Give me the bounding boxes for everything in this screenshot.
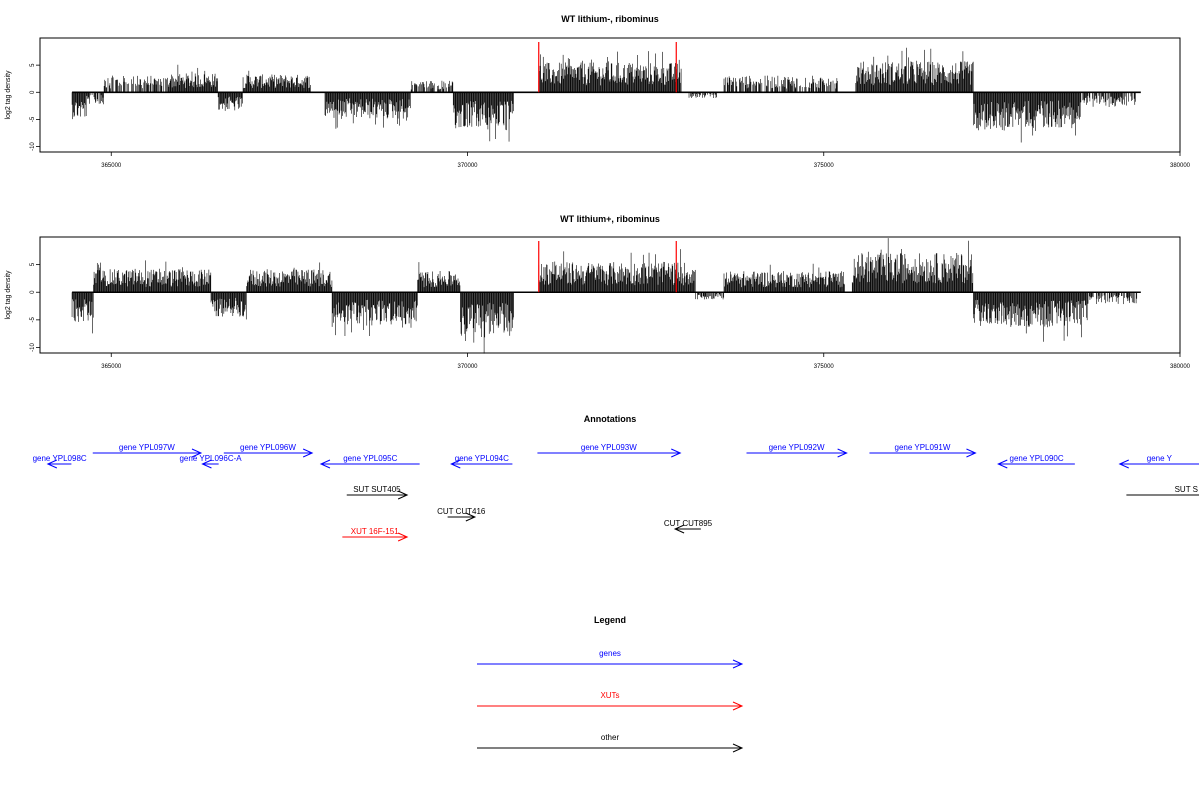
feature-label: gene YPL098C — [33, 454, 87, 463]
y-axis-label: log2 tag density — [5, 70, 12, 120]
feature-arrowhead — [1118, 459, 1129, 469]
feature-14: CUT CUT895 — [664, 519, 713, 534]
feature-arrowhead — [966, 448, 977, 458]
feature-13: CUT CUT416 — [437, 507, 486, 522]
feature-arrowhead — [837, 448, 848, 458]
feature-arrowhead — [450, 459, 461, 469]
feature-arrowhead — [465, 512, 477, 522]
plot-frame — [39, 236, 1181, 354]
feature-label: gene YPL094C — [455, 454, 509, 463]
feature-label: gene YPL096C-A — [179, 454, 242, 463]
feature-9: gene YPL090C — [997, 454, 1075, 469]
feature-arrowhead — [302, 448, 314, 458]
feature-label: gene YPL095C — [343, 454, 397, 463]
feature-label: gene YPL097W — [119, 443, 175, 452]
legend-title: Legend — [594, 615, 626, 625]
y-tick-label: -5 — [30, 116, 36, 122]
feature-arrowhead — [671, 448, 682, 458]
feature-label: XUT 16F-151 — [351, 527, 399, 536]
y-tick-label: -5 — [30, 317, 36, 323]
y-tick-label: 0 — [30, 90, 36, 94]
y-tick-label: 5 — [30, 262, 36, 266]
feature-7: gene YPL092W — [746, 443, 848, 458]
feature-label: gene YPL093W — [581, 443, 637, 452]
x-tick-label: 375000 — [814, 364, 835, 370]
track-panel-1: WT lithium-, ribominus -10 -5 0 5 log2 tag de… — [5, 14, 1191, 169]
feature-8: gene YPL091W — [869, 443, 977, 458]
annotations-title: Annotations — [584, 414, 637, 424]
feature-11: SUT SUT405 — [346, 485, 409, 500]
feature-12: SUT S — [1126, 485, 1199, 496]
feature-0: gene YPL098C — [33, 454, 87, 469]
feature-10: gene Y — [1118, 454, 1199, 469]
feature-arrowhead — [397, 490, 409, 500]
legend-item-label: genes — [599, 649, 621, 658]
feature-arrowhead — [397, 532, 409, 542]
legend-item-genes: genes — [477, 649, 744, 669]
plot-frame — [39, 37, 1181, 153]
y-tick-label: 5 — [30, 63, 36, 67]
feature-label: gene YPL096W — [240, 443, 296, 452]
x-tick-label: 370000 — [457, 163, 478, 169]
signal-bars — [71, 238, 1138, 354]
feature-arrowhead — [46, 459, 58, 469]
feature-label: gene Y — [1147, 454, 1173, 463]
y-tick-label: 0 — [30, 290, 36, 294]
legend-item-arrowhead — [732, 659, 744, 669]
legend-item-label: other — [601, 733, 620, 742]
legend-item-xuts: XUTs — [477, 691, 744, 711]
annotations-panel: Annotations gene YPL098C gene YPL097W gene … — [33, 414, 1199, 542]
feature-arrowhead — [191, 448, 203, 458]
feature-6: gene YPL093W — [537, 443, 682, 458]
x-tick-label: 380000 — [1170, 364, 1191, 370]
x-tick-label: 365000 — [101, 364, 122, 370]
y-axis-label: log2 tag density — [5, 270, 12, 320]
feature-arrowhead — [673, 524, 685, 534]
feature-2: gene YPL096C-A — [179, 454, 242, 469]
feature-3: gene YPL096W — [223, 443, 314, 458]
track-title: WT lithium+, ribominus — [560, 214, 660, 224]
x-tick-label: 365000 — [101, 163, 122, 169]
signal-bars — [71, 47, 1136, 143]
feature-label: CUT CUT895 — [664, 519, 713, 528]
legend: Legend genes XUTs other — [477, 615, 744, 753]
legend-item-arrowhead — [732, 743, 744, 753]
legend-item-label: XUTs — [600, 691, 619, 700]
x-tick-label: 380000 — [1170, 163, 1191, 169]
x-tick-label: 370000 — [457, 364, 478, 370]
legend-item-other: other — [477, 733, 744, 753]
track-title: WT lithium-, ribominus — [561, 14, 659, 24]
feature-4: gene YPL095C — [319, 454, 420, 469]
feature-label: gene YPL092W — [769, 443, 825, 452]
feature-arrowhead — [319, 459, 331, 469]
feature-label: gene YPL090C — [1010, 454, 1064, 463]
feature-5: gene YPL094C — [450, 454, 513, 469]
feature-label: gene YPL091W — [895, 443, 951, 452]
feature-arrowhead — [997, 459, 1008, 469]
feature-label: SUT S — [1175, 485, 1198, 494]
feature-label: CUT CUT416 — [437, 507, 486, 516]
y-tick-label: -10 — [30, 142, 36, 151]
feature-label: SUT SUT405 — [353, 485, 401, 494]
feature-1: gene YPL097W — [92, 443, 203, 458]
x-tick-label: 375000 — [814, 163, 835, 169]
feature-15: XUT 16F-151 — [342, 527, 409, 542]
legend-item-arrowhead — [732, 701, 744, 711]
y-tick-label: -10 — [30, 342, 36, 351]
feature-arrowhead — [201, 459, 212, 469]
track-panel-2: WT lithium+, ribominus -10 -5 0 5 log2 tag de… — [5, 214, 1191, 370]
